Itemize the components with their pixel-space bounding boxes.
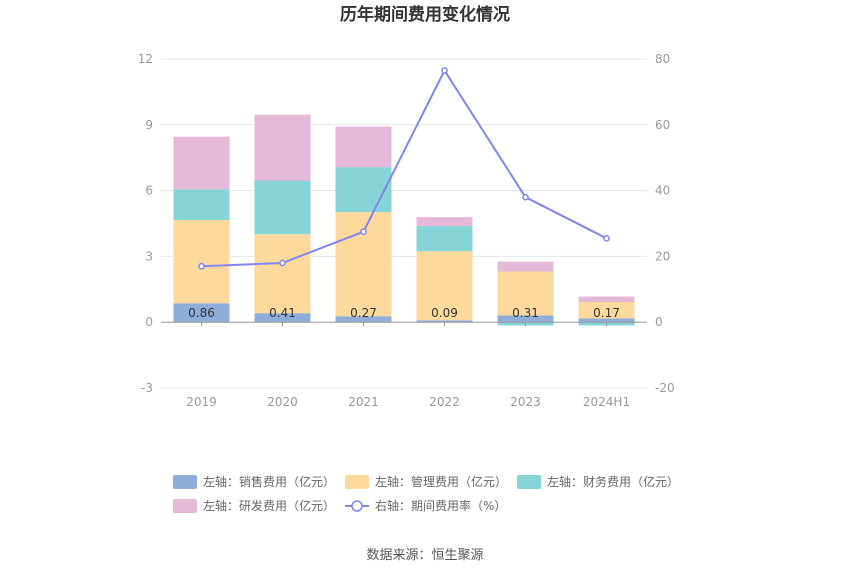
x-axis-tick-label: 2023 <box>510 395 541 409</box>
admin-bar <box>173 219 230 304</box>
right-axis-tick-label: 80 <box>655 52 670 66</box>
rate-point <box>279 259 286 267</box>
finance-bar <box>335 167 392 213</box>
rate-line-series <box>198 67 610 270</box>
sales-bar <box>578 318 635 323</box>
rd-bar <box>173 136 230 190</box>
left-axis-tick-label: -3 <box>141 381 153 395</box>
left-axis-tick-label: 0 <box>145 315 153 329</box>
sales-bar <box>497 315 554 323</box>
legend[interactable]: 左轴：销售费用（亿元） 左轴：管理费用（亿元） 左轴：财务费用（亿元） 左轴：研发费用… <box>173 474 679 513</box>
legend-item-admin[interactable]: 左轴：管理费用（亿元） <box>345 474 507 489</box>
left-axis-tick-label: 6 <box>145 184 153 198</box>
rate-point <box>522 193 529 201</box>
sales-bar <box>173 303 230 323</box>
finance-bar <box>416 225 473 252</box>
legend-swatch <box>517 475 541 489</box>
sales-bar <box>416 320 473 323</box>
rate-line <box>201 68 607 268</box>
legend-swatch <box>345 475 369 489</box>
rate-point <box>360 228 367 236</box>
right-axis-tick-label: 40 <box>655 184 670 198</box>
legend-swatch-marker <box>351 500 363 512</box>
sales-data-label: 0.27 <box>350 306 377 320</box>
finance-bar <box>173 189 230 220</box>
finance-bar <box>254 180 311 235</box>
left-axis-tick-label: 3 <box>145 249 153 263</box>
sales-data-label: 0.09 <box>431 306 458 320</box>
legend-label: 右轴：期间费用率（%） <box>375 498 506 513</box>
x-axis-tick-label: 2022 <box>429 395 460 409</box>
grid-lines <box>161 58 647 389</box>
chart-title: 历年期间费用变化情况 <box>340 4 510 25</box>
legend-item-rd[interactable]: 左轴：研发费用（亿元） <box>173 498 335 513</box>
legend-item-sales[interactable]: 左轴：销售费用（亿元） <box>173 474 335 489</box>
legend-item-finance[interactable]: 左轴：财务费用（亿元） <box>517 474 679 489</box>
legend-label: 左轴：销售费用（亿元） <box>203 474 335 489</box>
sales-bar <box>254 313 311 323</box>
x-axis-tick-label: 2024H1 <box>583 395 630 409</box>
sales-bar <box>335 316 392 323</box>
rate-point <box>441 67 448 74</box>
right-axis-tick-label: -20 <box>655 381 675 395</box>
admin-bar <box>497 271 554 316</box>
legend-swatch <box>173 475 197 489</box>
admin-bar <box>335 212 392 317</box>
source-note: 数据来源：恒生聚源 <box>366 548 483 563</box>
admin-bar <box>416 251 473 321</box>
sales-data-label: 0.86 <box>188 306 215 320</box>
legend-label: 左轴：管理费用（亿元） <box>375 474 507 489</box>
axes: -3 0 3 6 9 12 -20 0 20 40 60 80 2019 2020 2021 2022 2023… <box>138 52 675 409</box>
x-axis-tick-label: 2020 <box>267 395 298 409</box>
admin-bar <box>578 302 635 319</box>
sales-data-label: 0.41 <box>269 306 296 320</box>
legend-swatch <box>173 499 197 513</box>
rd-bar <box>497 261 554 272</box>
legend-label: 左轴：财务费用（亿元） <box>547 474 679 489</box>
sales-data-label: 0.17 <box>593 306 620 320</box>
legend-label: 左轴：研发费用（亿元） <box>203 498 335 513</box>
right-axis-tick-label: 60 <box>655 118 670 132</box>
right-axis-tick-label: 20 <box>655 249 670 263</box>
x-axis-tick-label: 2021 <box>348 395 379 409</box>
rate-point <box>603 234 610 242</box>
left-axis-tick-label: 9 <box>145 118 153 132</box>
left-axis-tick-label: 12 <box>138 52 153 66</box>
bar-series <box>173 114 635 326</box>
admin-bar <box>254 234 311 314</box>
sales-data-label: 0.31 <box>512 306 539 320</box>
legend-item-rate[interactable]: 右轴：期间费用率（%） <box>345 498 506 513</box>
rd-bar <box>416 217 473 226</box>
rate-point <box>198 262 205 270</box>
rd-bar <box>578 296 635 303</box>
rd-bar <box>335 126 392 168</box>
right-axis-tick-label: 0 <box>655 315 663 329</box>
data-labels: 0.86 0.41 0.27 0.09 0.31 0.17 <box>188 306 620 320</box>
rd-bar <box>254 114 311 181</box>
x-axis-tick-label: 2019 <box>186 395 217 409</box>
